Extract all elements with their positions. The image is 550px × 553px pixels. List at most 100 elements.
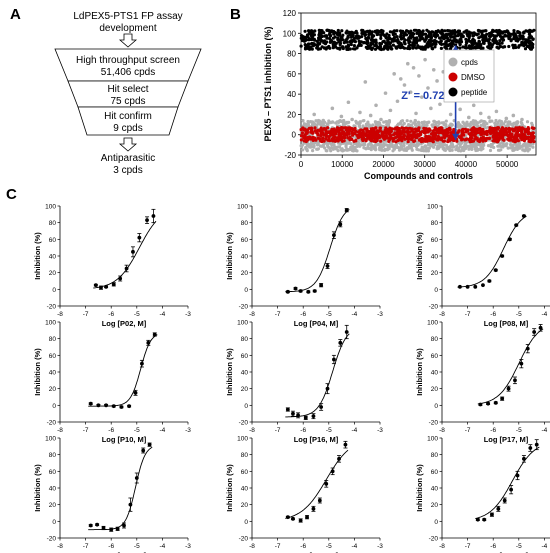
data-point-cpds xyxy=(367,123,371,127)
data-point-cpds xyxy=(370,145,374,149)
x-tick-label: -5 xyxy=(516,543,522,550)
data-point-cpds xyxy=(377,120,381,124)
data-point-peptide xyxy=(527,45,532,50)
data-point-cpds xyxy=(455,145,459,149)
data-point-peptide xyxy=(387,36,391,40)
data-point-peptide xyxy=(498,39,502,43)
y-tick-label: 100 xyxy=(427,204,438,211)
data-point xyxy=(88,523,93,528)
data-point-peptide xyxy=(429,31,433,35)
data-point-cpds xyxy=(428,143,432,147)
data-point-peptide xyxy=(501,38,505,42)
fit-curve xyxy=(475,446,540,520)
data-point-dmso xyxy=(434,131,438,135)
x-tick-label: -6 xyxy=(490,543,496,550)
x-tick-label: -7 xyxy=(465,427,471,434)
data-point-peptide xyxy=(523,47,528,51)
y-tick-label: 80 xyxy=(241,452,249,459)
data-point-peptide xyxy=(365,46,369,51)
data-point-peptide xyxy=(513,43,517,47)
funnel-step-count: 75 cpds xyxy=(110,96,145,107)
funnel-step-label: High throughput screen xyxy=(76,55,180,66)
data-point-dmso xyxy=(392,133,396,137)
data-point-peptide xyxy=(341,38,345,42)
data-point-peptide xyxy=(341,46,345,51)
data-point-peptide xyxy=(336,37,340,42)
data-point xyxy=(486,401,490,406)
data-point-peptide xyxy=(336,46,340,50)
data-point-peptide xyxy=(303,29,307,33)
data-point-peptide xyxy=(473,32,477,36)
data-point xyxy=(104,284,108,289)
data-point-dmso xyxy=(520,136,524,140)
data-point-peptide xyxy=(440,30,444,34)
data-point xyxy=(538,325,543,330)
data-point-peptide xyxy=(328,36,332,41)
data-point xyxy=(337,456,341,461)
data-point-peptide xyxy=(391,43,395,47)
y-tick-label: 20 xyxy=(431,270,439,277)
data-point-peptide xyxy=(417,29,421,33)
data-point-cpds xyxy=(402,121,406,126)
data-point-dmso xyxy=(530,134,534,138)
data-point-dmso xyxy=(368,137,372,141)
data-point xyxy=(493,400,498,405)
data-point-outlier xyxy=(478,111,483,116)
data-point-cpds xyxy=(494,118,498,123)
data-point-peptide xyxy=(365,29,369,33)
x-tick-label: -3 xyxy=(185,427,191,434)
x-tick-label: -3 xyxy=(377,311,383,318)
data-point-peptide xyxy=(453,31,457,35)
data-point-outlier xyxy=(435,79,439,83)
data-point-dmso xyxy=(497,136,501,140)
data-point-dmso xyxy=(446,127,450,132)
data-point-peptide xyxy=(439,46,443,51)
data-point-cpds xyxy=(525,120,530,124)
data-point-peptide xyxy=(384,41,388,45)
data-point-dmso xyxy=(386,136,390,140)
data-point xyxy=(343,442,348,447)
data-point-cpds xyxy=(415,147,419,151)
x-tick-label: -7 xyxy=(465,543,471,550)
data-point-dmso xyxy=(424,127,428,131)
y-tick-label: 80 xyxy=(287,50,296,59)
data-point-peptide xyxy=(322,41,326,45)
data-point-cpds xyxy=(379,143,383,147)
data-point-peptide xyxy=(433,45,437,49)
data-point-peptide xyxy=(390,37,394,41)
data-point-cpds xyxy=(325,149,329,153)
data-point-peptide xyxy=(333,30,337,35)
data-point-outlier xyxy=(419,95,424,99)
data-point-cpds xyxy=(387,122,391,126)
data-point-dmso xyxy=(331,133,335,137)
y-tick-label: 0 xyxy=(52,403,56,410)
data-point-peptide xyxy=(318,36,322,40)
data-point-cpds xyxy=(522,142,526,146)
data-point-cpds xyxy=(344,144,348,149)
data-point-cpds xyxy=(439,140,443,144)
data-point-cpds xyxy=(488,148,493,153)
data-point-dmso xyxy=(434,127,438,131)
y-tick-label: 0 xyxy=(244,287,248,294)
data-point-dmso xyxy=(396,138,400,142)
data-point-dmso xyxy=(379,139,383,143)
data-point-outlier xyxy=(423,57,427,62)
data-point-outlier xyxy=(339,114,344,119)
data-point-dmso xyxy=(311,138,315,142)
data-point-dmso xyxy=(469,138,473,143)
y-tick-label: 100 xyxy=(45,204,56,211)
data-point-dmso xyxy=(516,133,520,138)
data-point-peptide xyxy=(325,36,329,40)
data-point-cpds xyxy=(312,123,316,127)
data-point-dmso xyxy=(378,126,382,130)
data-point-peptide xyxy=(379,28,384,33)
data-point-peptide xyxy=(340,29,344,33)
data-point-peptide xyxy=(442,34,446,38)
data-point-peptide xyxy=(386,40,390,44)
data-point xyxy=(519,361,524,366)
data-point xyxy=(291,516,295,521)
data-point-peptide xyxy=(411,42,415,46)
data-point xyxy=(513,378,517,383)
data-point-dmso xyxy=(387,132,392,137)
data-point xyxy=(115,526,120,531)
